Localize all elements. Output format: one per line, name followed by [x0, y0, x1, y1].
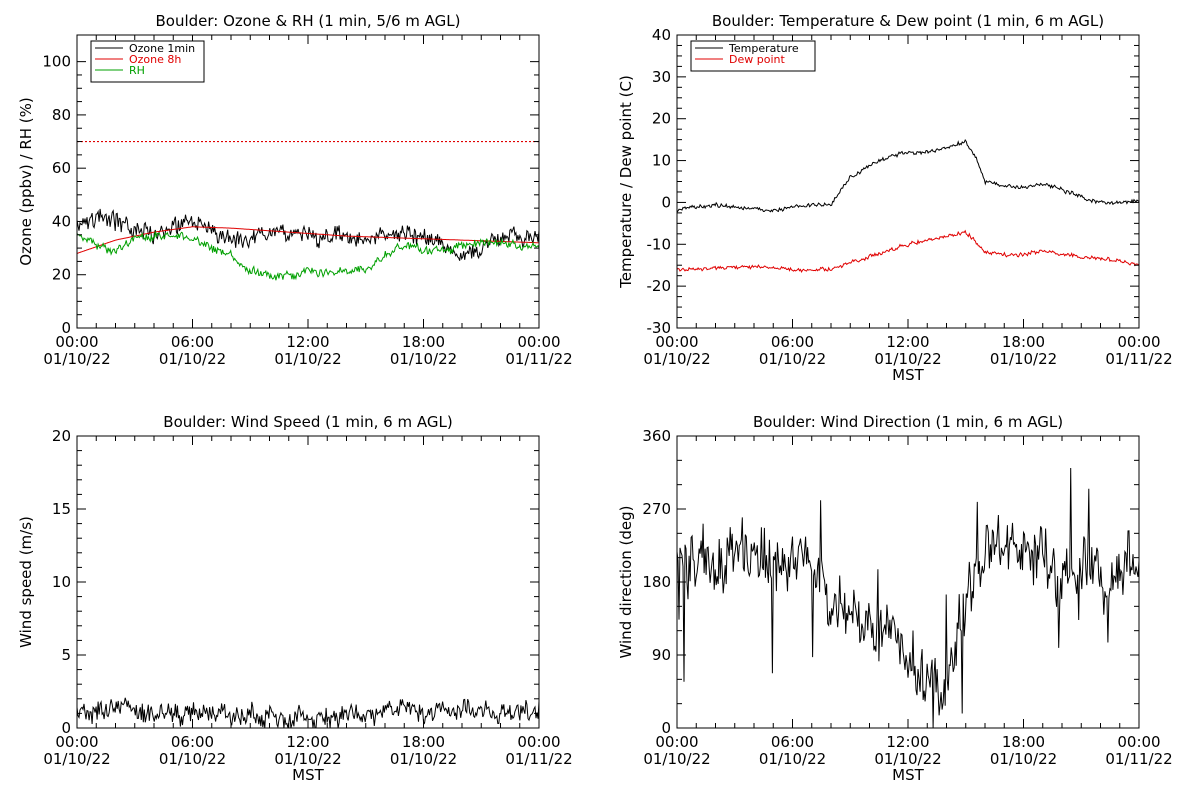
- plot-frame: [676, 435, 1140, 729]
- y-tick-label: 40: [52, 212, 71, 230]
- plot-frame: [76, 435, 540, 729]
- x-tick-label: 06:00 01/10/22: [759, 333, 826, 368]
- plot-frame: [676, 34, 1140, 329]
- plot-area: [77, 140, 539, 281]
- x-tick-label: 12:00 01/10/22: [874, 333, 941, 368]
- y-axis-label: Wind speed (m/s): [17, 516, 35, 648]
- y-tick-label: 40: [652, 26, 671, 44]
- y-tick-label: 0: [61, 719, 71, 737]
- y-tick-label: -10: [647, 235, 672, 253]
- y-tick-label: 0: [61, 319, 71, 337]
- y-tick-label: 100: [42, 53, 71, 71]
- chart-title: Boulder: Wind Speed (1 min, 6 m AGL): [163, 413, 452, 431]
- y-tick-label: 10: [52, 573, 71, 591]
- y-tick-label: 80: [52, 106, 71, 124]
- series-line-dew-point: [677, 229, 1139, 274]
- x-tick-label: 12:00 01/10/22: [274, 733, 341, 768]
- x-tick-label: 00:00 01/11/22: [505, 733, 572, 768]
- plot-area: [677, 467, 1139, 728]
- legend-box: [690, 40, 816, 72]
- y-tick-label: 15: [52, 500, 71, 518]
- chart-panel-3: Boulder: Wind Speed (1 min, 6 m AGL) 0 5 10…: [17, 413, 573, 784]
- x-axis-label: MST: [892, 766, 924, 784]
- y-tick-label: -30: [647, 319, 672, 337]
- series-line-temperature: [677, 138, 1139, 213]
- chart-title: Boulder: Temperature & Dew point (1 min,…: [712, 12, 1104, 30]
- y-axis-label: Wind direction (deg): [617, 506, 635, 659]
- chart-panel-4: Boulder: Wind Direction (1 min, 6 m AGL)…: [617, 413, 1173, 784]
- y-tick-label: 360: [642, 427, 671, 445]
- y-tick-label: 20: [652, 110, 671, 128]
- y-tick-label: 180: [642, 573, 671, 591]
- x-tick-label: 00:00 01/10/22: [43, 333, 110, 368]
- x-tick-label: 12:00 01/10/22: [274, 333, 341, 368]
- y-tick-label: 60: [52, 159, 71, 177]
- y-tick-label: 0: [661, 719, 671, 737]
- chart-panel-2: Boulder: Temperature & Dew point (1 min,…: [617, 12, 1173, 384]
- chart-panel-1: Boulder: Ozone & RH (1 min, 5/6 m AGL) 0 2…: [17, 12, 573, 368]
- x-tick-label: 06:00 01/10/22: [759, 733, 826, 768]
- x-tick-label: 00:00 01/11/22: [505, 333, 572, 368]
- x-tick-label: 00:00 01/11/22: [1105, 733, 1172, 768]
- y-tick-label: 30: [652, 68, 671, 86]
- y-axis-label: Ozone (ppbv) / RH (%): [17, 97, 35, 266]
- x-tick-label: 06:00 01/10/22: [159, 333, 226, 368]
- legend-label: RH: [129, 64, 145, 77]
- y-tick-label: 10: [652, 152, 671, 170]
- x-tick-label: 18:00 01/10/22: [990, 333, 1057, 368]
- x-tick-label: 18:00 01/10/22: [390, 733, 457, 768]
- x-tick-label: 18:00 01/10/22: [990, 733, 1057, 768]
- y-tick-label: 20: [52, 427, 71, 445]
- y-tick-label: -20: [647, 277, 672, 295]
- legend-label: Dew point: [729, 53, 785, 66]
- x-tick-label: 00:00 01/11/22: [1105, 333, 1172, 368]
- chart-title: Boulder: Wind Direction (1 min, 6 m AGL): [753, 413, 1063, 431]
- x-tick-label: 06:00 01/10/22: [159, 733, 226, 768]
- x-axis-label: MST: [892, 366, 924, 384]
- legend-label: Ozone 1min: [129, 42, 195, 55]
- x-tick-label: 00:00 01/10/22: [643, 333, 710, 368]
- series-line-rh: [77, 231, 539, 281]
- y-tick-label: 20: [52, 266, 71, 284]
- x-axis-label: MST: [292, 766, 324, 784]
- x-tick-label: 18:00 01/10/22: [390, 333, 457, 368]
- plot-area: [677, 138, 1139, 274]
- y-tick-label: 0: [661, 193, 671, 211]
- legend-label: Temperature: [728, 42, 799, 55]
- series-line-ozone-8h: [77, 226, 539, 254]
- series-line-data: [677, 467, 1139, 728]
- y-axis-label: Temperature / Dew point (C): [617, 75, 635, 289]
- x-tick-label: 00:00 01/10/22: [643, 733, 710, 768]
- x-tick-label: 00:00 01/10/22: [43, 733, 110, 768]
- y-tick-label: 270: [642, 500, 671, 518]
- series-line-ozone-1min: [77, 208, 539, 261]
- legend-label: Ozone 8h: [129, 53, 181, 66]
- chart-title: Boulder: Ozone & RH (1 min, 5/6 m AGL): [155, 12, 460, 30]
- x-tick-label: 12:00 01/10/22: [874, 733, 941, 768]
- y-tick-label: 90: [652, 646, 671, 664]
- y-tick-label: 5: [61, 646, 71, 664]
